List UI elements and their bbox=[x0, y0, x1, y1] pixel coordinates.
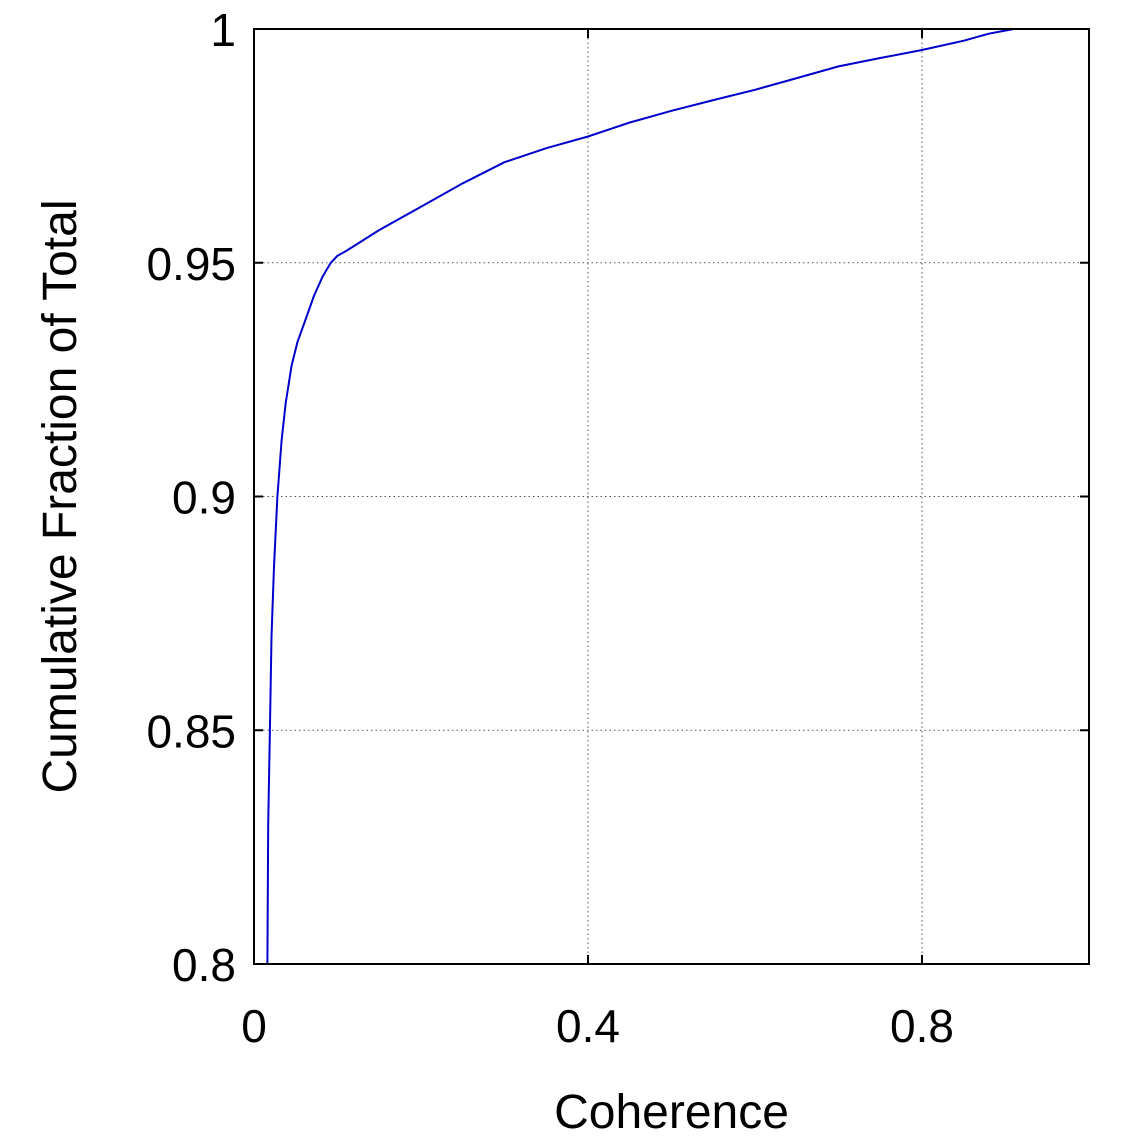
series-layer bbox=[266, 28, 1031, 965]
x-axis-label: Coherence bbox=[554, 1086, 789, 1138]
y-tick-label: 0.9 bbox=[172, 472, 236, 524]
x-tick-label: 0.8 bbox=[890, 1000, 954, 1052]
plot-frame bbox=[253, 28, 1090, 965]
tick-marks bbox=[253, 28, 1089, 965]
y-tick-label: 0.85 bbox=[146, 705, 236, 757]
y-tick-label: 1 bbox=[210, 4, 236, 56]
y-axis-label: Cumulative Fraction of Total bbox=[34, 199, 87, 793]
x-tick-label: 0.4 bbox=[556, 1000, 620, 1052]
y-tick-label: 0.95 bbox=[146, 238, 236, 290]
y-tick-label: 0.8 bbox=[172, 939, 236, 991]
grid-lines bbox=[254, 29, 1089, 964]
x-tick-label: 0 bbox=[241, 1000, 267, 1052]
tick-labels: 0 0.4 0.8 0.8 0.85 0.9 0.95 1 bbox=[146, 4, 954, 1052]
series-line bbox=[266, 28, 1031, 965]
